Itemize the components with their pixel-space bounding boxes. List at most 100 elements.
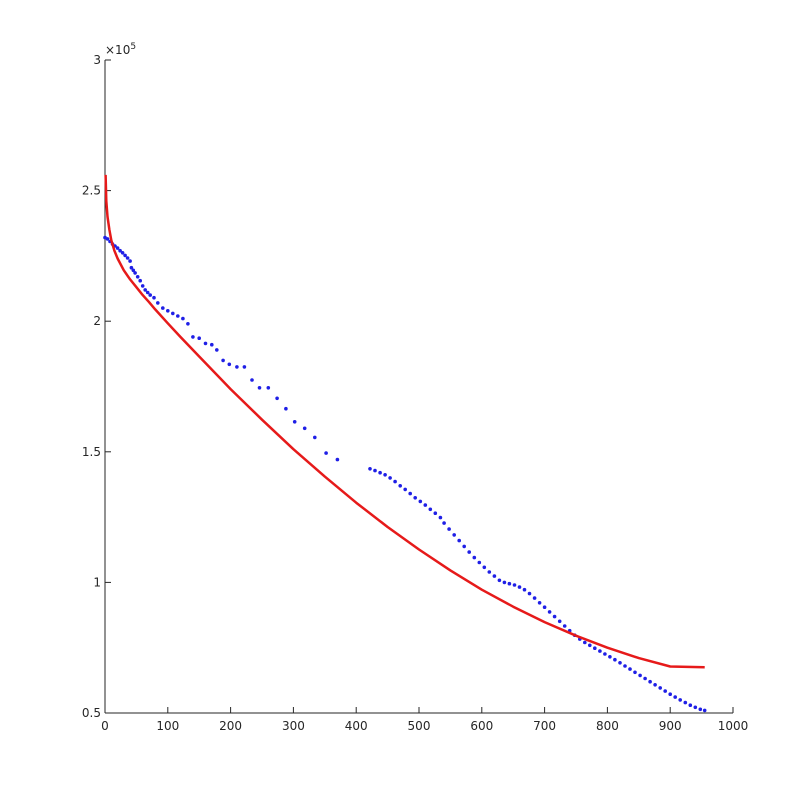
data-point <box>398 484 403 488</box>
data-point <box>487 570 492 574</box>
data-point <box>693 705 698 710</box>
x-tick-label: 900 <box>659 719 682 733</box>
data-point <box>115 246 120 250</box>
data-point <box>608 655 612 659</box>
y-axis-exponent-label: ×105 <box>105 42 136 57</box>
data-point <box>335 457 340 462</box>
y-exponent-base: ×10 <box>105 43 130 57</box>
data-point <box>383 473 387 477</box>
fit-curve-line <box>104 174 705 669</box>
data-point <box>433 511 438 515</box>
x-tick-label: 400 <box>345 719 368 733</box>
data-point <box>588 643 592 648</box>
y-tick-label: 2 <box>93 314 101 328</box>
data-point <box>156 301 160 305</box>
data-point <box>161 306 165 310</box>
data-point <box>393 479 397 484</box>
y-ticks: 0.5 1 1.5 2 2.5 3 <box>82 53 111 720</box>
data-point <box>145 290 150 295</box>
data-point <box>250 378 254 382</box>
data-point <box>152 295 156 300</box>
data-point <box>408 491 413 496</box>
data-point <box>368 467 372 471</box>
data-point <box>221 358 225 363</box>
data-point <box>143 288 147 292</box>
data-point <box>138 278 142 283</box>
data-point <box>129 265 134 270</box>
x-tick-label: 200 <box>219 719 242 733</box>
data-point <box>472 555 477 560</box>
y-tick-label: 3 <box>93 53 101 67</box>
data-point <box>105 237 110 241</box>
data-point <box>507 581 512 586</box>
data-point <box>668 692 672 696</box>
data-point <box>324 451 328 455</box>
data-point <box>284 406 288 411</box>
data-points-series <box>103 235 707 713</box>
data-point <box>623 664 627 668</box>
data-point <box>120 251 125 255</box>
axes <box>104 60 733 714</box>
data-point <box>638 673 642 678</box>
data-point <box>181 316 185 321</box>
data-point <box>517 585 522 589</box>
data-point <box>683 700 688 705</box>
data-point <box>413 496 418 500</box>
x-tick-label: 600 <box>470 719 493 733</box>
x-tick-label: 1000 <box>718 719 749 733</box>
data-point <box>482 565 487 570</box>
data-point <box>118 248 122 253</box>
data-point <box>658 686 662 690</box>
data-point <box>123 253 127 258</box>
data-point <box>257 386 262 390</box>
data-point <box>618 661 622 665</box>
data-point <box>302 426 307 431</box>
data-point <box>148 293 152 297</box>
data-point <box>197 336 201 341</box>
data-point <box>532 596 537 600</box>
data-point <box>552 614 557 619</box>
data-point <box>643 676 647 681</box>
data-point <box>266 386 271 390</box>
data-point <box>403 487 408 492</box>
data-point <box>140 284 145 288</box>
data-point <box>275 396 279 401</box>
data-point <box>423 503 428 507</box>
x-tick-label: 300 <box>282 719 305 733</box>
data-point <box>388 476 392 480</box>
data-point <box>131 268 136 273</box>
data-point <box>457 538 462 543</box>
data-point <box>186 322 190 326</box>
data-point <box>547 610 552 614</box>
plot-area <box>103 174 707 713</box>
data-point <box>492 574 497 578</box>
data-point <box>613 657 617 662</box>
data-point <box>373 468 377 473</box>
data-point <box>128 259 132 263</box>
data-point <box>583 640 587 645</box>
data-point <box>135 275 140 279</box>
data-point <box>133 271 137 275</box>
x-ticks: 0 100 200 300 400 500 600 700 800 900 1000 <box>101 707 748 733</box>
data-point <box>418 499 423 504</box>
x-tick-label: 100 <box>156 719 179 733</box>
y-tick-label: 2.5 <box>82 184 101 198</box>
data-point <box>557 619 562 624</box>
data-point <box>698 707 703 712</box>
data-point <box>378 470 382 475</box>
data-point <box>215 348 219 352</box>
data-point <box>522 587 527 592</box>
data-point <box>176 314 180 318</box>
data-point <box>203 341 208 346</box>
data-point <box>678 698 682 702</box>
data-point <box>603 652 607 656</box>
data-point <box>512 583 517 587</box>
y-tick-label: 1.5 <box>82 445 101 459</box>
data-point <box>171 311 175 316</box>
data-point <box>653 683 657 687</box>
data-point <box>447 527 451 531</box>
x-tick-label: 0 <box>101 719 109 733</box>
data-point <box>438 515 443 520</box>
data-point <box>648 679 652 684</box>
